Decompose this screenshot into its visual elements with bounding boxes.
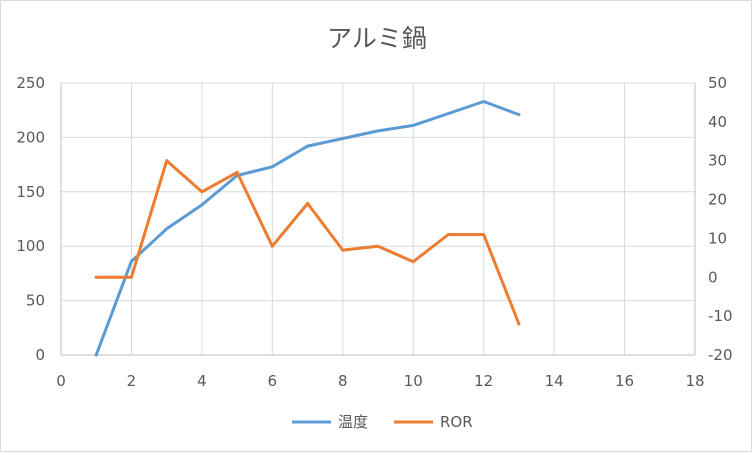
x-tick-label: 6 <box>268 372 278 390</box>
data-point-1 <box>446 233 450 237</box>
x-tick-label: 14 <box>545 372 564 390</box>
data-point-0 <box>341 136 345 140</box>
axis-layer: 0 50 100 150 200 250 -20 -10 0 10 20 30 40 50 0 2 4 6 8 10 1… <box>16 74 732 390</box>
grid-layer <box>61 82 696 355</box>
series-line-1 <box>94 159 521 326</box>
data-point-1 <box>482 233 486 237</box>
legend-label: 温度 <box>338 413 368 431</box>
data-point-0 <box>517 113 521 117</box>
data-point-1 <box>376 244 380 248</box>
data-point-0 <box>376 129 380 133</box>
data-point-0 <box>482 99 486 103</box>
y-right-tick-label: 40 <box>708 113 727 131</box>
y-right-tick-label: 30 <box>708 152 727 170</box>
y-right-tick-label: -20 <box>708 346 733 364</box>
series-line-0 <box>94 100 521 357</box>
data-point-1 <box>165 159 169 163</box>
y-right-tick-label: 0 <box>708 268 718 286</box>
x-tick-label: 12 <box>474 372 493 390</box>
data-point-0 <box>165 227 169 231</box>
data-point-1 <box>341 248 345 252</box>
x-tick-label: 2 <box>127 372 137 390</box>
y-left-tick-label: 0 <box>35 346 45 364</box>
y-left-tick-label: 50 <box>26 292 45 310</box>
data-point-0 <box>200 203 204 207</box>
legend: 温度 ROR <box>292 413 473 431</box>
data-point-1 <box>270 244 274 248</box>
x-tick-label: 16 <box>615 372 634 390</box>
series-layer <box>94 99 521 357</box>
data-point-0 <box>270 165 274 169</box>
data-point-1 <box>235 170 239 174</box>
data-point-1 <box>94 275 98 279</box>
x-tick-label: 0 <box>56 372 66 390</box>
y-left-tick-label: 100 <box>16 237 45 255</box>
y-right-tick-label: -10 <box>708 307 733 325</box>
y-left-tick-label: 200 <box>16 128 45 146</box>
data-point-1 <box>517 322 521 326</box>
x-tick-label: 10 <box>404 372 423 390</box>
x-tick-label: 4 <box>197 372 207 390</box>
y-right-tick-label: 50 <box>708 74 727 92</box>
y-left-tick-label: 250 <box>16 74 45 92</box>
data-point-0 <box>446 111 450 115</box>
data-point-0 <box>411 123 415 127</box>
data-point-1 <box>200 190 204 194</box>
data-point-0 <box>94 353 98 357</box>
x-tick-label: 18 <box>685 372 704 390</box>
data-point-1 <box>411 260 415 264</box>
data-point-0 <box>306 144 310 148</box>
y-right-tick-label: 10 <box>708 229 727 247</box>
y-right-tick-label: 20 <box>708 191 727 209</box>
y-left-tick-label: 150 <box>16 183 45 201</box>
data-point-0 <box>129 259 133 263</box>
data-point-1 <box>129 275 133 279</box>
x-tick-label: 8 <box>338 372 348 390</box>
chart-title: アルミ鍋 <box>327 24 427 53</box>
legend-label: ROR <box>440 413 473 431</box>
data-point-1 <box>306 201 310 205</box>
